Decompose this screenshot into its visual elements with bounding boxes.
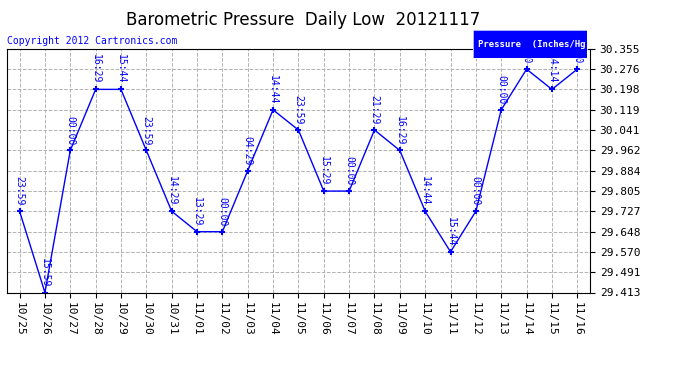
Text: 16:29: 16:29 xyxy=(395,116,405,145)
Text: 00:00: 00:00 xyxy=(217,197,228,226)
Text: 15:44: 15:44 xyxy=(446,217,455,246)
Text: Pressure  (Inches/Hg): Pressure (Inches/Hg) xyxy=(478,40,591,49)
Text: 16:29: 16:29 xyxy=(90,54,101,84)
Text: 14:14: 14:14 xyxy=(547,54,557,84)
Text: 00:00: 00:00 xyxy=(66,116,75,145)
Text: 14:44: 14:44 xyxy=(420,176,430,206)
Text: 00:00: 00:00 xyxy=(344,156,354,186)
Text: 04:29: 04:29 xyxy=(243,136,253,165)
Text: Barometric Pressure  Daily Low  20121117: Barometric Pressure Daily Low 20121117 xyxy=(126,11,481,29)
Text: 23:59: 23:59 xyxy=(14,176,25,206)
Text: 15:59: 15:59 xyxy=(40,258,50,287)
Text: 00:00: 00:00 xyxy=(572,34,582,64)
Text: 21:29: 21:29 xyxy=(369,95,380,124)
Text: 15:44: 15:44 xyxy=(116,54,126,84)
Text: 23:59: 23:59 xyxy=(293,95,304,124)
Text: 14:29: 14:29 xyxy=(167,176,177,206)
Text: 14:44: 14:44 xyxy=(268,75,278,104)
Text: 23:00: 23:00 xyxy=(522,34,531,64)
Text: 23:59: 23:59 xyxy=(141,116,151,145)
Text: 15:29: 15:29 xyxy=(319,156,328,186)
Text: 00:00: 00:00 xyxy=(496,75,506,104)
Text: Copyright 2012 Cartronics.com: Copyright 2012 Cartronics.com xyxy=(7,36,177,46)
Text: 13:29: 13:29 xyxy=(192,197,202,226)
Text: 00:00: 00:00 xyxy=(471,176,481,206)
